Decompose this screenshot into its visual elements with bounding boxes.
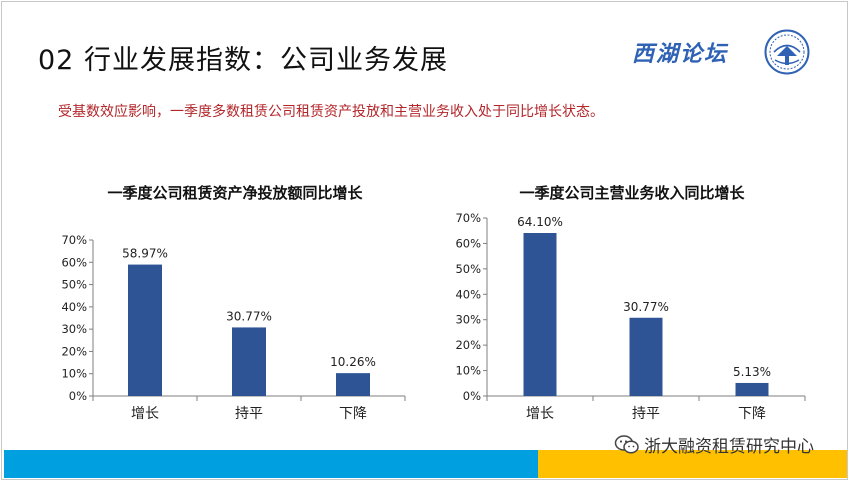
y-tick-label: 40% bbox=[455, 287, 481, 301]
watermark-text: 浙大融资租赁研究中心 bbox=[644, 437, 814, 457]
footer-yellow-band bbox=[538, 450, 847, 478]
data-label: 30.77% bbox=[623, 300, 669, 314]
bar-2 bbox=[232, 327, 266, 396]
footer-blue-band bbox=[4, 450, 538, 478]
bar-3 bbox=[735, 382, 769, 396]
chart-title-right: 一季度公司主营业务收入同比增长 bbox=[519, 184, 745, 202]
y-tick-label: 60% bbox=[61, 255, 87, 269]
category-label: 增长 bbox=[526, 406, 554, 422]
y-tick-label: 20% bbox=[455, 338, 481, 352]
emblem-icon bbox=[764, 29, 810, 75]
bar-1 bbox=[128, 264, 162, 396]
y-tick-label: 60% bbox=[455, 236, 481, 250]
chart-title-left: 一季度公司租赁资产净投放额同比增长 bbox=[107, 184, 363, 202]
brand-logo-text: 西湖论坛 bbox=[632, 41, 729, 67]
y-tick-label: 70% bbox=[455, 211, 481, 225]
watermark: 浙大融资租赁研究中心 bbox=[614, 432, 814, 457]
y-tick-label: 30% bbox=[61, 322, 87, 336]
y-tick-label: 10% bbox=[61, 367, 87, 381]
y-tick-label: 40% bbox=[61, 300, 87, 314]
y-tick-label: 0% bbox=[69, 389, 87, 403]
y-tick-label: 20% bbox=[61, 344, 87, 358]
page-title: 02 行业发展指数：公司业务发展 bbox=[38, 45, 448, 76]
y-tick-label: 70% bbox=[61, 233, 87, 247]
y-tick-label: 50% bbox=[455, 262, 481, 276]
category-label: 下降 bbox=[339, 406, 367, 422]
bar-1 bbox=[523, 233, 557, 396]
y-tick-label: 50% bbox=[61, 278, 87, 292]
subtitle: 受基数效应影响，一季度多数租赁公司租赁资产投放和主营业务收入处于同比增长状态。 bbox=[58, 104, 604, 120]
category-label: 增长 bbox=[131, 406, 159, 422]
category-label: 持平 bbox=[235, 406, 263, 422]
bar-3 bbox=[336, 373, 370, 396]
data-label: 30.77% bbox=[226, 309, 272, 323]
y-tick-label: 0% bbox=[463, 389, 481, 403]
data-label: 64.10% bbox=[517, 215, 563, 229]
category-label: 下降 bbox=[738, 406, 766, 422]
data-label: 5.13% bbox=[733, 365, 771, 379]
data-label: 10.26% bbox=[330, 355, 376, 369]
bar-2 bbox=[629, 317, 663, 396]
data-label: 58.97% bbox=[122, 247, 168, 261]
y-tick-label: 30% bbox=[455, 313, 481, 327]
wechat-icon bbox=[614, 434, 639, 454]
y-tick-label: 10% bbox=[455, 364, 481, 378]
category-label: 持平 bbox=[632, 406, 660, 422]
